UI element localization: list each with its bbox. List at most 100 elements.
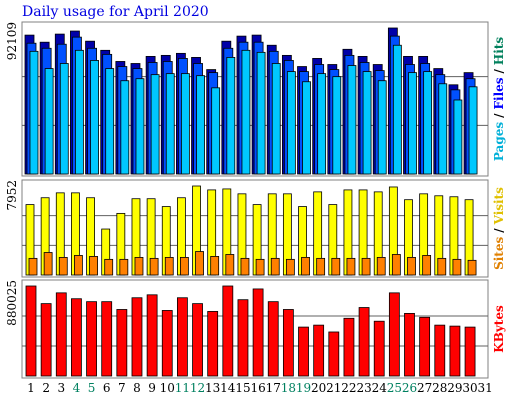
bar (55, 292, 67, 377)
bar (29, 50, 39, 175)
bar (75, 49, 84, 175)
bar (377, 80, 387, 175)
bar (135, 78, 145, 175)
bar (267, 301, 279, 377)
bar (362, 71, 372, 175)
bar (222, 285, 234, 377)
legend: KBytes (492, 305, 506, 353)
bar (134, 256, 144, 276)
x-tick-label: 13 (205, 381, 220, 395)
x-tick-label: 9 (148, 381, 156, 395)
x-tick-label: 27 (417, 381, 432, 395)
bar (404, 312, 415, 377)
bar (101, 301, 113, 377)
bar (422, 255, 432, 276)
x-tick-label: 29 (447, 381, 462, 395)
x-tick-label: 12 (190, 381, 205, 395)
bar (358, 307, 370, 377)
bar (164, 256, 174, 276)
x-tick-label: 22 (341, 381, 356, 395)
x-tick-label: 4 (73, 381, 81, 395)
legend-entry: Sites (492, 237, 506, 270)
bar (44, 68, 54, 175)
bar (192, 303, 203, 377)
bar (150, 74, 160, 175)
x-tick-label: 19 (296, 381, 311, 395)
bar (270, 257, 280, 276)
bar (347, 65, 357, 175)
bar (434, 324, 446, 377)
bar (210, 256, 220, 276)
x-tick-label: 18 (281, 381, 296, 395)
bar (131, 297, 143, 377)
bar (146, 294, 158, 377)
bar (105, 68, 115, 175)
bar (252, 288, 264, 377)
bar (302, 81, 311, 175)
chart-title: Daily usage for April 2020 (22, 4, 209, 20)
y-tick-label: 880025 (5, 280, 19, 326)
bar (361, 257, 371, 276)
bar (58, 256, 68, 276)
x-tick-label: 24 (372, 381, 388, 395)
bar (298, 326, 309, 377)
bar (59, 63, 69, 175)
bar (86, 301, 97, 377)
bar (316, 257, 326, 276)
bar (376, 256, 386, 276)
x-tick-label: 10 (160, 381, 175, 395)
legend-entry: Pages (492, 122, 506, 162)
x-tick-label: 1 (27, 381, 35, 395)
bar (331, 257, 341, 276)
bar (149, 257, 159, 276)
x-tick-label: 20 (311, 381, 326, 395)
bar (438, 83, 448, 175)
bar (408, 72, 417, 175)
bar (301, 256, 310, 276)
legend-entry: Visits (492, 187, 506, 226)
y-tick-label: 7952 (5, 180, 19, 211)
bar (271, 63, 281, 175)
bar (467, 259, 477, 276)
x-tick-label: 28 (432, 381, 447, 395)
bar (453, 99, 463, 175)
x-tick-label: 2 (42, 381, 50, 395)
bar (332, 76, 342, 175)
legend-entry: KBytes (492, 305, 506, 353)
bar (116, 309, 128, 377)
bar (240, 257, 250, 276)
legend-entry: Hits (492, 37, 506, 65)
bar (90, 60, 99, 175)
legend-entry: Files (492, 77, 506, 109)
x-tick-label: 21 (326, 381, 341, 395)
bar (43, 252, 53, 276)
x-tick-label: 25 (387, 381, 402, 395)
bar (437, 257, 447, 276)
x-tick-label: 30 (462, 381, 477, 395)
legend-separator: / (492, 228, 506, 233)
bar (241, 49, 251, 175)
legend: Sites / Visits (492, 187, 506, 270)
bar (161, 310, 173, 377)
bar (120, 80, 130, 175)
x-tick-label: 3 (57, 381, 65, 395)
x-tick-label: 6 (103, 381, 111, 395)
bar (468, 86, 478, 175)
bar (179, 256, 189, 276)
bar (119, 258, 129, 276)
x-tick-label: 14 (220, 381, 236, 395)
bar (392, 44, 402, 175)
bar (388, 292, 400, 377)
bar (176, 297, 188, 377)
x-tick-label: 15 (235, 381, 250, 395)
bar (317, 73, 327, 175)
bar (328, 331, 340, 377)
legend-separator: / (492, 113, 506, 118)
bar (423, 71, 433, 175)
bar (180, 73, 190, 175)
bar (195, 251, 204, 276)
bar (226, 57, 236, 175)
bar (464, 326, 476, 377)
bar (28, 257, 38, 276)
